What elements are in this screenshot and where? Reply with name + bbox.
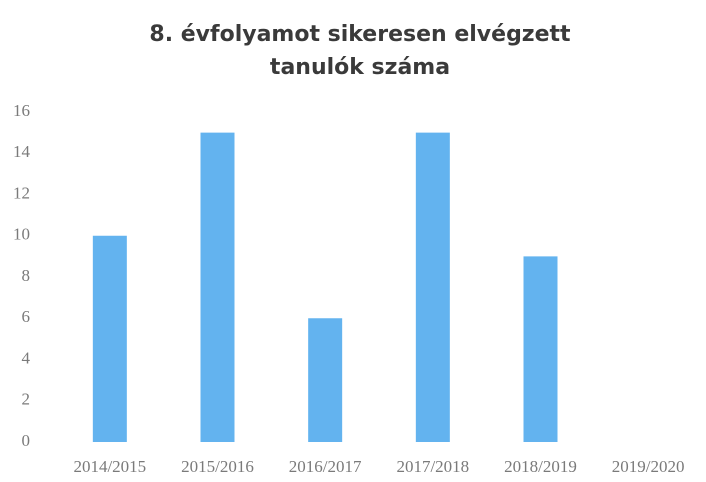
bar [308,318,343,442]
x-tick-label: 2015/2016 [181,457,254,476]
y-tick-label: 6 [22,307,31,326]
y-tick-label: 4 [22,348,31,367]
y-tick-label: 16 [13,101,30,120]
y-tick-label: 0 [22,431,31,450]
bar [200,132,235,442]
x-tick-label: 2019/2020 [612,457,685,476]
x-tick-label: 2017/2018 [396,457,469,476]
y-tick-label: 12 [13,183,30,202]
x-tick-label: 2014/2015 [73,457,146,476]
y-tick-label: 10 [13,225,30,244]
y-tick-label: 2 [22,390,31,409]
bar [523,256,558,442]
y-tick-label: 14 [13,142,31,161]
x-tick-label: 2018/2019 [504,457,577,476]
bar [415,132,450,442]
chart-title: 8. évfolyamot sikeresen elvégzett tanuló… [149,22,571,80]
y-tick-label: 8 [22,266,31,285]
bar [92,235,127,442]
x-tick-label: 2016/2017 [289,457,362,476]
